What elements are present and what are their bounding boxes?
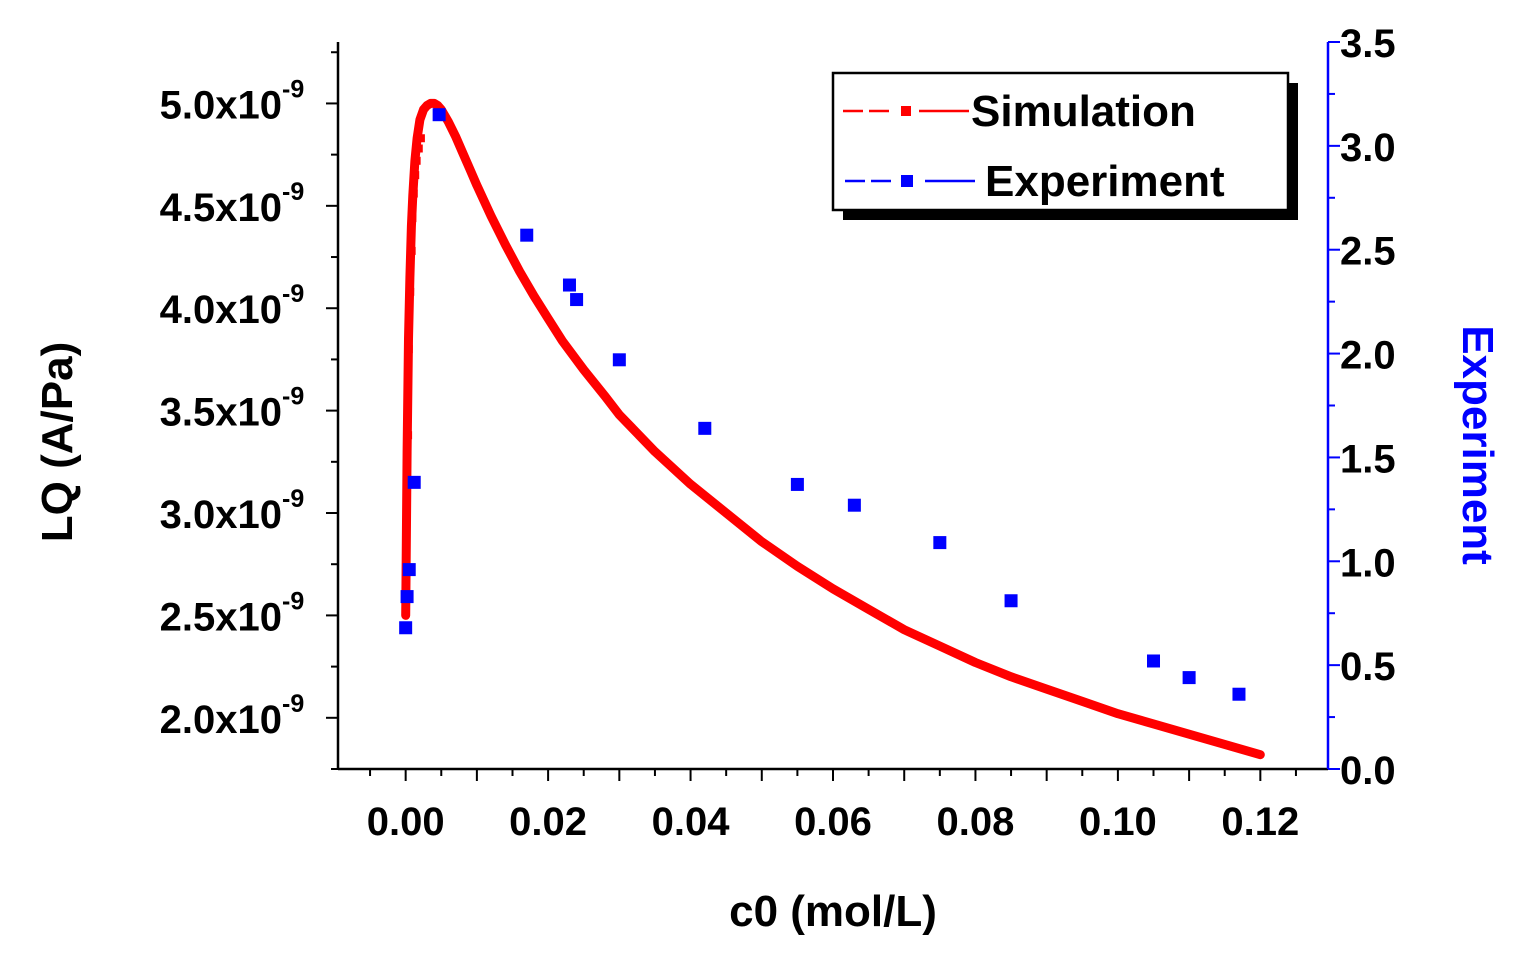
simulation-marker (406, 287, 415, 296)
experiment-marker (698, 421, 712, 435)
experiment-marker (1232, 687, 1246, 701)
experiment-marker (612, 353, 626, 367)
simulation-marker (411, 171, 420, 180)
x-tick-label: 0.04 (652, 800, 731, 844)
y-left-tick-exponent: -9 (282, 75, 304, 103)
y-axis-label-right: Experiment (1453, 325, 1502, 565)
simulation-marker (407, 246, 416, 255)
y-right-tick-label: 2.5 (1340, 230, 1396, 274)
simulation-marker (409, 189, 418, 198)
legend: Simulation Experiment (831, 71, 1298, 220)
y-left-tick-label: 2.5x10 (160, 595, 282, 639)
y-left-tick-exponent: -9 (282, 485, 304, 513)
y-left-tick-exponent: -9 (282, 178, 304, 206)
experiment-marker (790, 477, 804, 491)
y-right-tick-label: 2.0 (1340, 334, 1396, 378)
x-axis-label: c0 (mol/L) (729, 887, 937, 936)
x-tick-label: 0.12 (1221, 800, 1299, 844)
x-tick-label: 0.02 (509, 800, 587, 844)
experiment-marker (847, 498, 861, 512)
axes-layer: 0.00 0.02 0.04 0.06 0.08 0.10 0.122.0x10 -92.5x… (160, 22, 1396, 844)
legend-box (831, 71, 1290, 212)
y-right-tick-label: 3.5 (1340, 22, 1396, 66)
y-right-tick-label: 1.5 (1340, 437, 1396, 481)
y-left-tick-exponent: -9 (282, 587, 304, 615)
x-tick-label: 0.10 (1079, 800, 1157, 844)
simulation-line (401, 98, 1265, 760)
y-left-tick-label: 4.0x10 (160, 288, 282, 332)
experiment-marker (1004, 594, 1018, 608)
y-right-tick-label: 0.5 (1340, 645, 1396, 689)
y-left-tick-label: 3.5x10 (160, 391, 282, 435)
y-left-tick-label: 3.0x10 (160, 493, 282, 537)
legend-marker-simulation (901, 106, 911, 116)
x-tick-label: 0.00 (367, 800, 445, 844)
legend-marker-experiment (901, 175, 913, 187)
legend-label-experiment: Experiment (985, 157, 1225, 206)
experiment-marker (402, 563, 416, 577)
legend-label-simulation: Simulation (971, 87, 1196, 136)
series-layer (399, 98, 1265, 760)
experiment-marker (399, 621, 413, 635)
y-left-tick-exponent: -9 (282, 280, 304, 308)
experiment-marker (562, 278, 576, 292)
y-axis-label-left: LQ (A/Pa) (33, 342, 82, 542)
y-left-tick-label: 2.0x10 (160, 698, 282, 742)
y-right-tick-label: 1.0 (1340, 541, 1396, 585)
experiment-marker (400, 590, 414, 604)
experiment-marker (520, 228, 534, 242)
experiment-marker (933, 536, 947, 550)
x-tick-label: 0.08 (937, 800, 1015, 844)
y-left-tick-label: 4.5x10 (160, 186, 282, 230)
simulation-marker (404, 345, 413, 354)
simulation-marker (404, 431, 413, 440)
experiment-marker (1147, 654, 1161, 668)
y-right-tick-label: 0.0 (1340, 749, 1396, 793)
experiment-marker (407, 475, 421, 489)
simulation-marker (414, 144, 423, 153)
x-tick-label: 0.06 (794, 800, 872, 844)
y-left-tick-label: 5.0x10 (160, 83, 282, 127)
y-right-tick-label: 3.0 (1340, 126, 1396, 170)
experiment-marker (432, 108, 446, 122)
experiment-marker (1182, 671, 1196, 685)
simulation-marker (408, 214, 417, 223)
y-left-tick-exponent: -9 (282, 383, 304, 411)
simulation-marker (416, 134, 425, 143)
simulation-marker (412, 156, 421, 165)
y-left-tick-exponent: -9 (282, 690, 304, 718)
experiment-marker (570, 293, 584, 307)
